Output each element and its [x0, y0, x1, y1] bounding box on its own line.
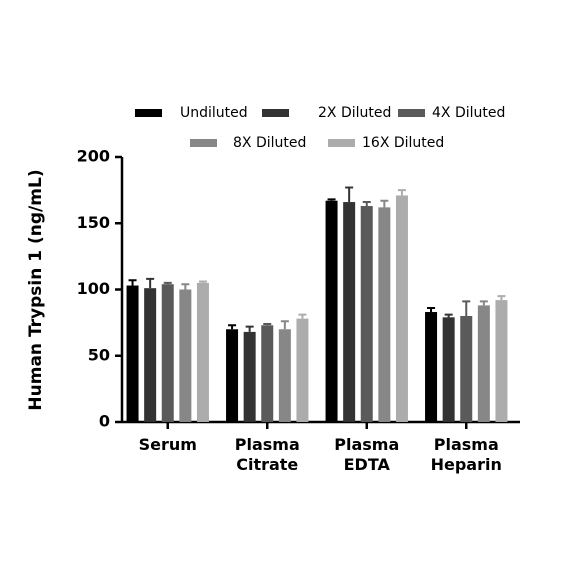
- error-bar: [479, 300, 488, 306]
- bar: [179, 289, 192, 422]
- y-tick-label: 200: [77, 147, 110, 166]
- error-bar: [245, 325, 254, 332]
- y-axis-label: Human Trypsin 1 (ng/mL): [26, 169, 46, 410]
- legend-label: 4X Diluted: [432, 105, 505, 121]
- error-bar: [497, 295, 506, 301]
- legend-label: Undiluted: [180, 105, 248, 121]
- error-bar: [444, 313, 453, 318]
- bar: [126, 285, 139, 422]
- bar: [226, 329, 239, 422]
- error-bar: [397, 189, 406, 196]
- bar: [425, 312, 438, 422]
- bar: [477, 305, 490, 422]
- bar: [360, 206, 373, 422]
- error-bar: [228, 324, 237, 330]
- bar: [278, 329, 291, 422]
- bar: [144, 288, 157, 422]
- bar: [442, 317, 455, 422]
- y-tick-label: 0: [99, 412, 110, 431]
- legend-swatch: [398, 109, 425, 117]
- bar: [395, 195, 408, 422]
- x-tick-label: Plasma Citrate: [234, 435, 300, 474]
- error-bar: [280, 320, 289, 330]
- bar: [243, 331, 256, 422]
- x-tick-label: Plasma Heparin: [430, 435, 502, 474]
- bar: [495, 300, 508, 422]
- error-bar: [163, 281, 172, 285]
- bar: [378, 207, 391, 422]
- x-tick-label: Serum: [138, 435, 197, 454]
- bar: [296, 318, 309, 422]
- error-bar: [362, 201, 371, 207]
- x-tick-label: Plasma EDTA: [334, 435, 400, 474]
- y-tick-label: 100: [77, 279, 110, 298]
- legend-label: 8X Diluted: [233, 135, 306, 151]
- bar: [261, 325, 274, 422]
- legend-swatch: [135, 109, 162, 117]
- error-bar: [327, 198, 336, 201]
- y-tick-label: 150: [77, 213, 110, 232]
- error-bar: [345, 186, 354, 203]
- bar: [161, 284, 174, 422]
- legend-label: 16X Diluted: [362, 135, 444, 151]
- error-bar: [263, 322, 272, 326]
- error-bar: [146, 277, 155, 289]
- error-bar: [427, 307, 436, 313]
- legend-label: 2X Diluted: [318, 105, 391, 121]
- error-bar: [198, 280, 207, 283]
- error-bar: [380, 199, 389, 208]
- legend-swatch: [262, 109, 289, 117]
- error-bar: [298, 313, 307, 319]
- bar: [460, 316, 473, 422]
- bar: [325, 200, 338, 422]
- error-bar: [462, 300, 471, 316]
- error-bar: [181, 283, 190, 290]
- bar: [196, 282, 209, 422]
- error-bar: [128, 279, 137, 286]
- bar: [343, 202, 356, 422]
- y-tick-label: 50: [88, 345, 110, 364]
- legend-swatch: [190, 139, 217, 147]
- legend-swatch: [328, 139, 355, 147]
